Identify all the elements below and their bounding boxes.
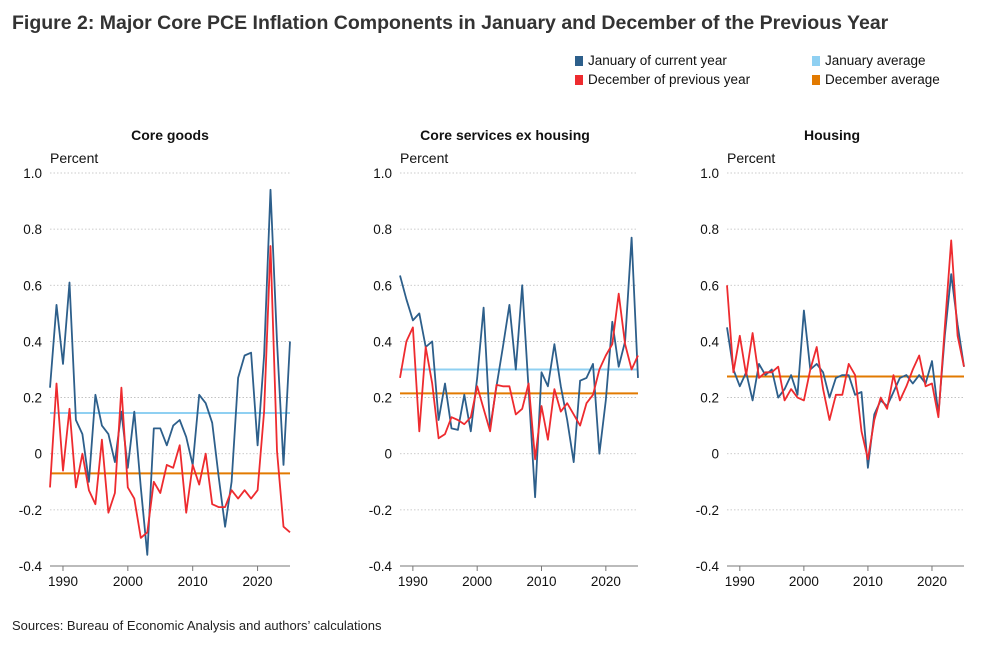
y-tick-label: -0.4: [369, 559, 393, 574]
x-tick-label: 2020: [591, 574, 621, 589]
y-tick-label: 0.6: [373, 278, 392, 293]
january-series-line: [726, 273, 965, 469]
y-tick-label: 0.4: [700, 334, 719, 349]
legend-label-january_avg: January average: [825, 53, 926, 68]
legend-swatch-december: [575, 75, 583, 85]
x-tick-label: 2010: [178, 574, 208, 589]
y-tick-label: 1.0: [23, 166, 42, 181]
legend-label-december_avg: December average: [825, 72, 940, 87]
y-axis-unit-label: Percent: [727, 150, 775, 166]
y-tick-label: 1.0: [373, 166, 392, 181]
y-tick-label: -0.4: [696, 559, 720, 574]
x-tick-label: 2000: [462, 574, 492, 589]
december-series-line: [726, 239, 965, 461]
legend-swatch-december_avg: [812, 75, 820, 85]
y-tick-label: 0.2: [373, 391, 392, 406]
y-tick-label: -0.2: [696, 503, 719, 518]
y-tick-label: 0: [711, 447, 719, 462]
december-series-line: [399, 292, 639, 461]
legend-label-january: January of current year: [588, 53, 727, 68]
y-tick-label: 0.4: [373, 334, 392, 349]
y-axis-unit-label: Percent: [50, 150, 98, 166]
y-tick-label: 0.4: [23, 334, 42, 349]
y-tick-label: 0.8: [23, 222, 42, 237]
y-tick-label: 0.6: [23, 278, 42, 293]
legend-swatch-january: [575, 56, 583, 66]
y-axis-unit-label: Percent: [400, 150, 448, 166]
x-tick-label: 2000: [113, 574, 143, 589]
x-tick-label: 2020: [243, 574, 273, 589]
january-series-line: [399, 236, 639, 499]
panel-title: Core services ex housing: [420, 127, 590, 143]
panel-title: Housing: [804, 127, 860, 143]
y-tick-label: -0.4: [19, 559, 43, 574]
y-tick-label: -0.2: [369, 503, 392, 518]
x-tick-label: 1990: [725, 574, 755, 589]
y-tick-label: 0.8: [700, 222, 719, 237]
y-tick-label: 0.2: [700, 391, 719, 406]
legend-swatch-january_avg: [812, 56, 820, 66]
legend-label-december: December of previous year: [588, 72, 751, 87]
january-series-line: [49, 188, 291, 556]
y-tick-label: 0: [34, 447, 42, 462]
x-tick-label: 2020: [917, 574, 947, 589]
y-tick-label: 0.8: [373, 222, 392, 237]
y-tick-label: 1.0: [700, 166, 719, 181]
x-tick-label: 2000: [789, 574, 819, 589]
figure-title: Figure 2: Major Core PCE Inflation Compo…: [12, 12, 889, 34]
y-tick-label: 0: [384, 447, 392, 462]
y-tick-label: -0.2: [19, 503, 42, 518]
december-series-line: [49, 245, 291, 539]
y-tick-label: 0.2: [23, 391, 42, 406]
x-tick-label: 1990: [48, 574, 78, 589]
panel-title: Core goods: [131, 127, 209, 143]
x-tick-label: 2010: [526, 574, 556, 589]
x-tick-label: 1990: [398, 574, 428, 589]
x-tick-label: 2010: [853, 574, 883, 589]
y-tick-label: 0.6: [700, 278, 719, 293]
sources-note: Sources: Bureau of Economic Analysis and…: [12, 618, 382, 633]
